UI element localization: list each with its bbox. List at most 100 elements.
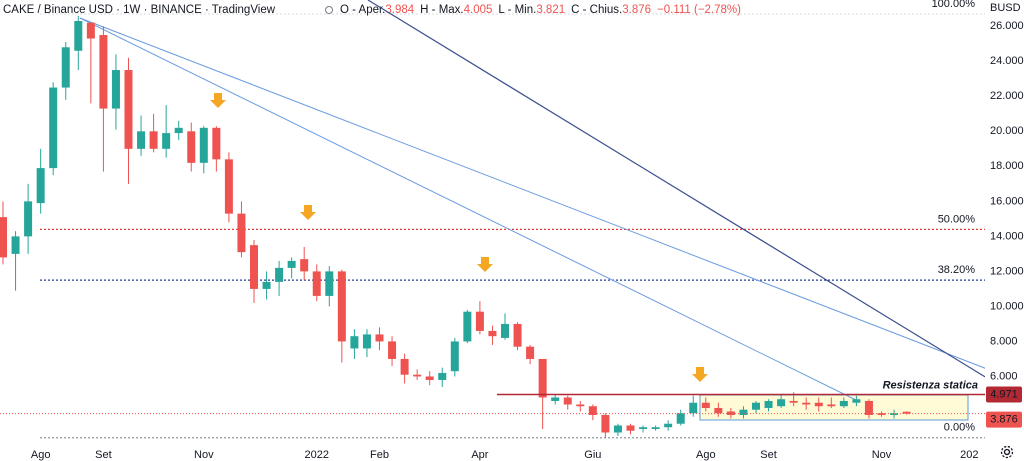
x-tick-label: Set [95, 449, 112, 461]
ohlc-value: 3.984 [385, 4, 414, 16]
ohlc-value: 4.005 [464, 4, 493, 16]
fib-label: 100.00% [932, 0, 976, 10]
candle-body [99, 35, 108, 109]
candle-body [902, 411, 911, 414]
ohlc-value: 3.821 [536, 4, 565, 16]
y-tick-label: 18.000 [990, 160, 1024, 172]
status-dot [325, 6, 333, 14]
candle-body [802, 402, 811, 405]
candle-body [576, 404, 585, 407]
candle-body [651, 427, 660, 429]
ohlc-label: L - Min. [498, 4, 536, 16]
candle-body [563, 397, 572, 405]
candle-body [839, 400, 848, 407]
candle-body [551, 397, 560, 401]
candle-body [250, 245, 258, 289]
candle-body [864, 400, 873, 415]
candle-body [24, 201, 33, 237]
x-tick-label: Feb [370, 449, 389, 461]
candle-body [877, 413, 886, 415]
x-tick-label: Ago [31, 449, 51, 461]
candle-body [111, 70, 120, 109]
candle-body [752, 402, 760, 410]
candle-body [11, 236, 20, 254]
candle-body [174, 127, 183, 134]
candle-body [438, 372, 447, 380]
fib-label: 0.00% [944, 422, 975, 434]
candle-body [588, 406, 597, 415]
down-arrow [692, 367, 708, 382]
fib-label: 50.00% [938, 213, 976, 225]
candle-body [124, 70, 133, 149]
candle-body [601, 414, 610, 433]
candle-body [488, 330, 497, 337]
candle-body [300, 259, 309, 272]
candle-body [275, 267, 284, 282]
price-tag [986, 386, 1022, 403]
candle-body [400, 358, 409, 375]
candle-body [739, 409, 748, 415]
candle-body [162, 133, 171, 149]
candle-body [676, 413, 685, 424]
candle-body [463, 311, 472, 342]
down-arrow [210, 93, 226, 108]
candle-body [413, 374, 422, 377]
candle-body [526, 346, 535, 359]
candle-body [49, 87, 58, 169]
candle-body [388, 341, 397, 359]
fib-label: 38.20% [938, 264, 976, 276]
range-box [699, 394, 969, 421]
candle-body [362, 334, 371, 349]
candle-body [287, 260, 296, 268]
y-tick-label: 14.000 [990, 230, 1024, 242]
candle-body [475, 311, 484, 331]
price-tag-text: 4.971 [990, 388, 1018, 400]
trend-line [367, 0, 985, 378]
y-tick-label: 26.000 [990, 20, 1024, 32]
x-tick-label: 2022 [305, 449, 329, 461]
ohlc-value: 3.876 [622, 4, 651, 16]
candle-body [726, 411, 735, 415]
x-tick-label: Set [760, 449, 777, 461]
candle-body [337, 271, 346, 342]
down-arrow [300, 205, 316, 220]
candle-body [827, 404, 836, 407]
change: −0.111 (−2.78%) [657, 4, 741, 16]
candle-body [61, 47, 70, 88]
resistance-label: Resistenza statica [883, 379, 978, 391]
symbol-title: CAKE / Binance USD · 1W · BINANCE · Trad… [3, 4, 276, 16]
candle-body [224, 159, 233, 214]
y-tick-label: 8.000 [990, 335, 1018, 347]
y-tick-label: 10.000 [990, 300, 1024, 312]
arrows [210, 93, 708, 382]
candle-body [0, 217, 7, 258]
candle-body [199, 127, 208, 163]
candle-body [450, 341, 459, 372]
price-tag-text: 3.876 [990, 414, 1018, 426]
candle-body [425, 376, 434, 380]
settings-icon[interactable] [1000, 445, 1014, 459]
candle-body [689, 402, 698, 414]
candle-body [312, 271, 321, 296]
y-tick-label: 6.000 [990, 370, 1018, 382]
x-tick-label: Nov [872, 449, 892, 461]
candle-body [613, 425, 622, 433]
y-tick-label: 20.000 [990, 125, 1024, 137]
candle-body [350, 336, 359, 349]
trend-line [79, 17, 861, 403]
y-tick-label: 22.000 [990, 90, 1024, 102]
y-tick-label: 16.000 [990, 195, 1024, 207]
candle-body [814, 402, 823, 407]
ohlc-legend: O - Aper.3.984 H - Max.4.005 L - Min.3.821… [340, 4, 741, 16]
candle-body [639, 427, 648, 429]
x-tick-label: Nov [194, 449, 214, 461]
candle-body [538, 358, 547, 398]
candle-body [262, 281, 271, 289]
candle-body [764, 400, 773, 408]
candle-body [187, 131, 196, 163]
trend-line [79, 17, 985, 369]
x-tick-label: Apr [471, 449, 488, 461]
candle-body [86, 22, 95, 39]
candle-body [626, 425, 635, 431]
